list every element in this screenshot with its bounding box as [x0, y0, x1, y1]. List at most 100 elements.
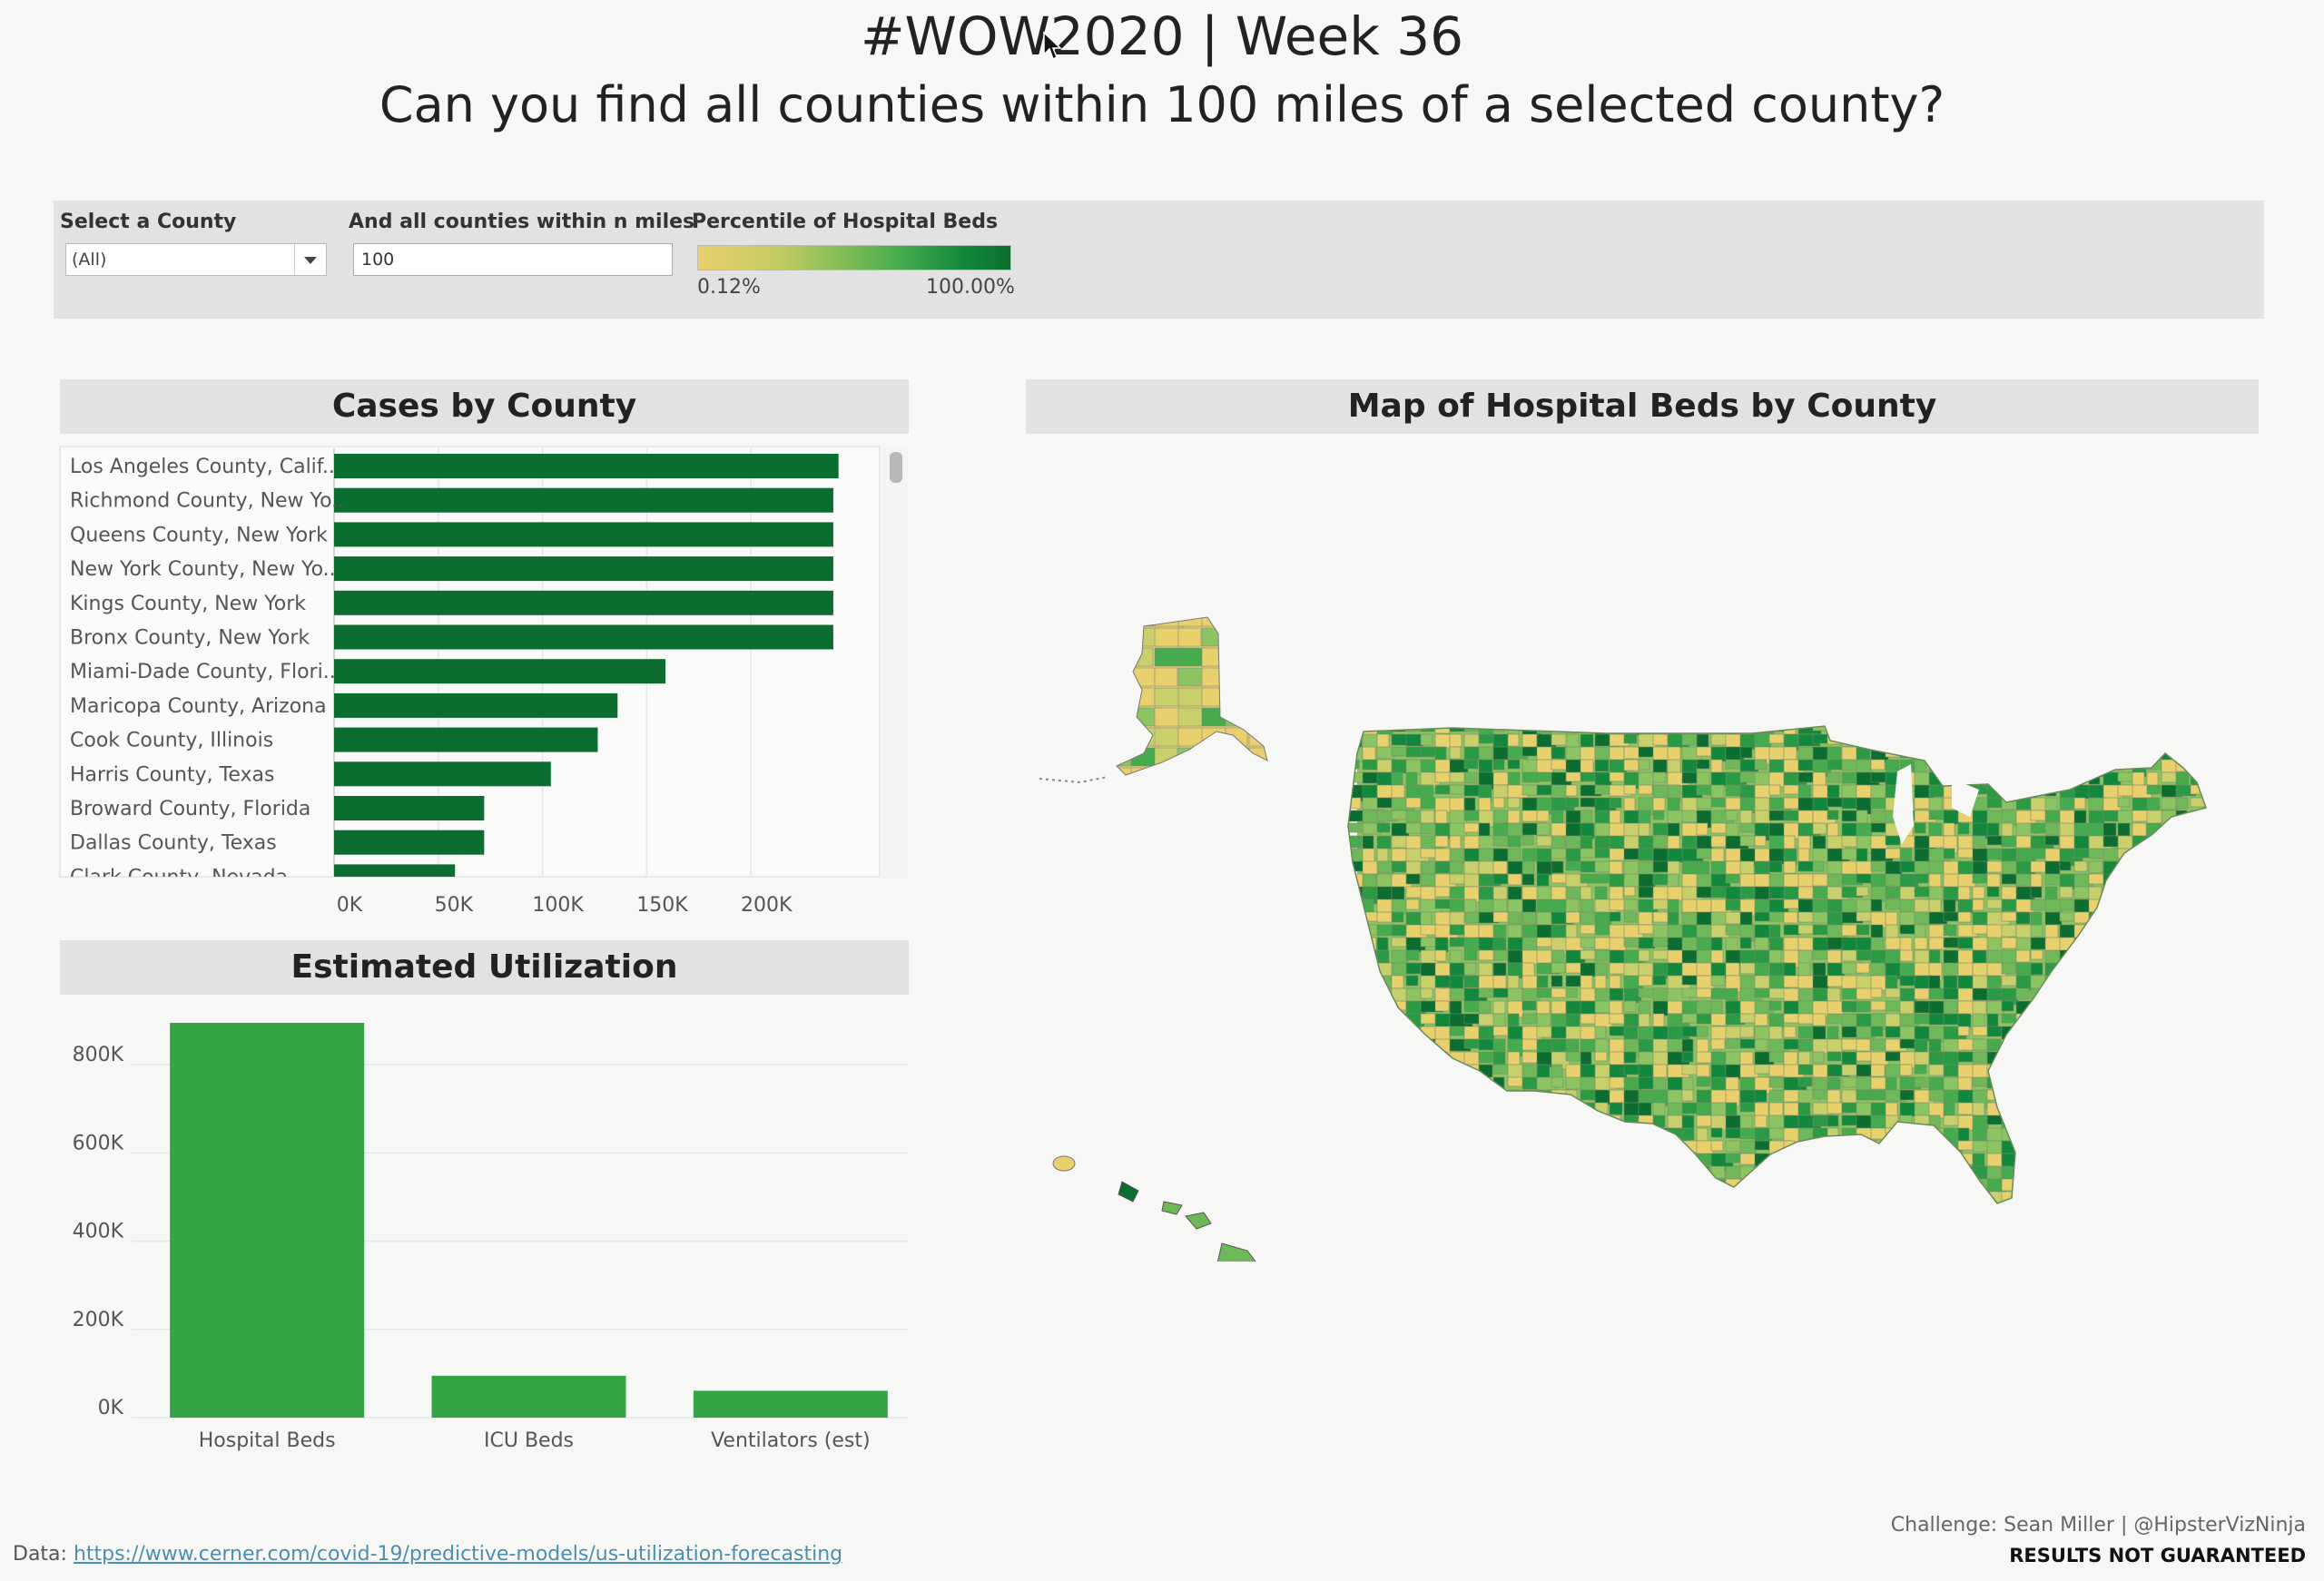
map-county-cell	[2015, 911, 2031, 925]
map-county-cell	[2059, 1127, 2077, 1144]
data-source-link[interactable]: https://www.cerner.com/covid-19/predicti…	[73, 1543, 843, 1566]
map-county-cell	[1638, 975, 1653, 987]
map-county-cell	[1551, 1064, 1563, 1080]
map-county-cell	[1899, 1089, 1915, 1101]
map-county-cell	[2204, 1140, 2206, 1159]
util-bar[interactable]	[693, 1390, 888, 1418]
map-county-cell	[1914, 987, 1930, 1000]
map-county-cell	[2073, 1178, 2098, 1193]
map-county-cell	[2146, 975, 2169, 992]
map-county-cell	[2044, 911, 2063, 926]
map-county-cell	[2117, 746, 2130, 762]
map-county-cell	[2190, 835, 2206, 846]
cases-bar[interactable]	[334, 796, 485, 820]
map-county-cell	[1521, 911, 1537, 925]
map-county-cell	[2088, 937, 2101, 948]
map-county-cell	[2175, 873, 2198, 884]
map-county-cell	[2073, 1076, 2088, 1095]
map-county-cell	[1812, 733, 1829, 744]
map-county-cell	[1479, 1204, 1500, 1221]
map-county-cell	[1391, 771, 1403, 788]
map-county-cell	[2204, 924, 2206, 936]
map-county-cell	[1507, 810, 1521, 824]
map-county-cell	[1420, 1064, 1434, 1076]
map-county-cell	[1827, 1026, 1839, 1040]
map-county-cell	[1623, 886, 1636, 897]
map-county-cell	[1609, 1127, 1628, 1139]
map-county-cell	[1769, 1204, 1780, 1217]
map-county-cell	[1885, 1165, 1899, 1183]
map-county-cell	[1886, 1204, 1901, 1213]
cases-bar[interactable]	[334, 590, 833, 615]
map-county-cell	[1638, 1000, 1651, 1016]
map-county-cell	[2015, 1064, 2029, 1076]
cases-bar[interactable]	[334, 522, 833, 547]
map-county-cell	[1405, 797, 1422, 809]
map-county-cell	[1623, 1000, 1637, 1013]
cases-bar[interactable]	[334, 454, 839, 478]
map-county-cell	[1885, 1191, 1905, 1203]
util-bar[interactable]	[431, 1375, 626, 1418]
map-county-cell	[1899, 1165, 1923, 1183]
map-county-cell	[2146, 848, 2164, 860]
map-county-cell	[2175, 1038, 2191, 1051]
map-county-cell	[2045, 1204, 2062, 1222]
map-county-cell	[2016, 1204, 2031, 1218]
map-county-cell	[1856, 1000, 1871, 1013]
hospital-beds-map[interactable]	[1026, 445, 2260, 1262]
cases-bar[interactable]	[334, 692, 618, 718]
cases-bar[interactable]	[334, 659, 666, 684]
util-y-tick-label: 200K	[73, 1309, 124, 1331]
cases-bar[interactable]	[334, 727, 598, 752]
map-borough-cell	[1177, 747, 1208, 767]
map-county-cell	[1900, 1204, 1913, 1214]
map-county-cell	[1536, 1178, 1559, 1191]
map-county-cell	[1652, 1191, 1675, 1203]
cases-scrollbar[interactable]	[882, 447, 908, 879]
map-county-cell	[2044, 771, 2065, 783]
map-county-cell	[2102, 975, 2127, 988]
map-county-cell	[1754, 784, 1771, 799]
cases-bar[interactable]	[334, 761, 551, 787]
map-county-cell	[2190, 1115, 2206, 1131]
map-county-cell	[1841, 1153, 1860, 1164]
cases-scrollbar-thumb[interactable]	[890, 452, 902, 483]
map-county-cell	[1914, 1127, 1926, 1141]
map-county-cell	[1682, 1204, 1695, 1217]
cases-bar[interactable]	[334, 487, 833, 513]
map-county-cell	[2073, 835, 2090, 851]
map-county-cell	[1594, 1140, 1615, 1151]
county-select[interactable]: (All)	[65, 243, 327, 276]
map-county-cell	[2190, 924, 2202, 941]
map-county-cell	[2117, 810, 2133, 825]
map-county-cell	[1449, 1153, 1473, 1168]
map-county-cell	[1492, 886, 1508, 900]
map-county-cell	[1885, 733, 1898, 748]
map-county-cell	[2146, 860, 2167, 875]
map-county-cell	[2175, 975, 2190, 992]
map-county-cell	[1609, 1153, 1630, 1168]
map-county-cell	[1667, 1178, 1689, 1195]
map-county-cell	[2044, 726, 2067, 737]
map-county-cell	[1434, 1089, 1455, 1102]
map-county-cell	[1478, 759, 1493, 775]
map-county-cell	[2161, 1000, 2181, 1011]
map-county-cell	[2059, 1153, 2079, 1171]
cases-bar[interactable]	[334, 556, 833, 582]
map-county-cell	[1580, 810, 1593, 825]
util-bar[interactable]	[170, 1023, 365, 1418]
chevron-down-icon[interactable]	[294, 244, 326, 275]
map-county-cell	[1739, 1026, 1755, 1038]
cases-bar[interactable]	[334, 830, 485, 855]
map-county-cell	[2117, 1102, 2135, 1118]
map-county-cell	[1434, 1191, 1452, 1203]
util-y-tick-label: 600K	[73, 1132, 124, 1154]
map-county-cell	[1536, 1064, 1551, 1079]
map-county-cell	[2073, 746, 2090, 759]
map-county-cell	[2190, 1076, 2206, 1093]
map-county-cell	[2073, 975, 2087, 987]
cases-bar[interactable]	[334, 864, 456, 889]
map-county-cell	[1870, 1153, 1894, 1170]
miles-input[interactable]	[353, 243, 673, 276]
cases-bar[interactable]	[334, 624, 833, 650]
